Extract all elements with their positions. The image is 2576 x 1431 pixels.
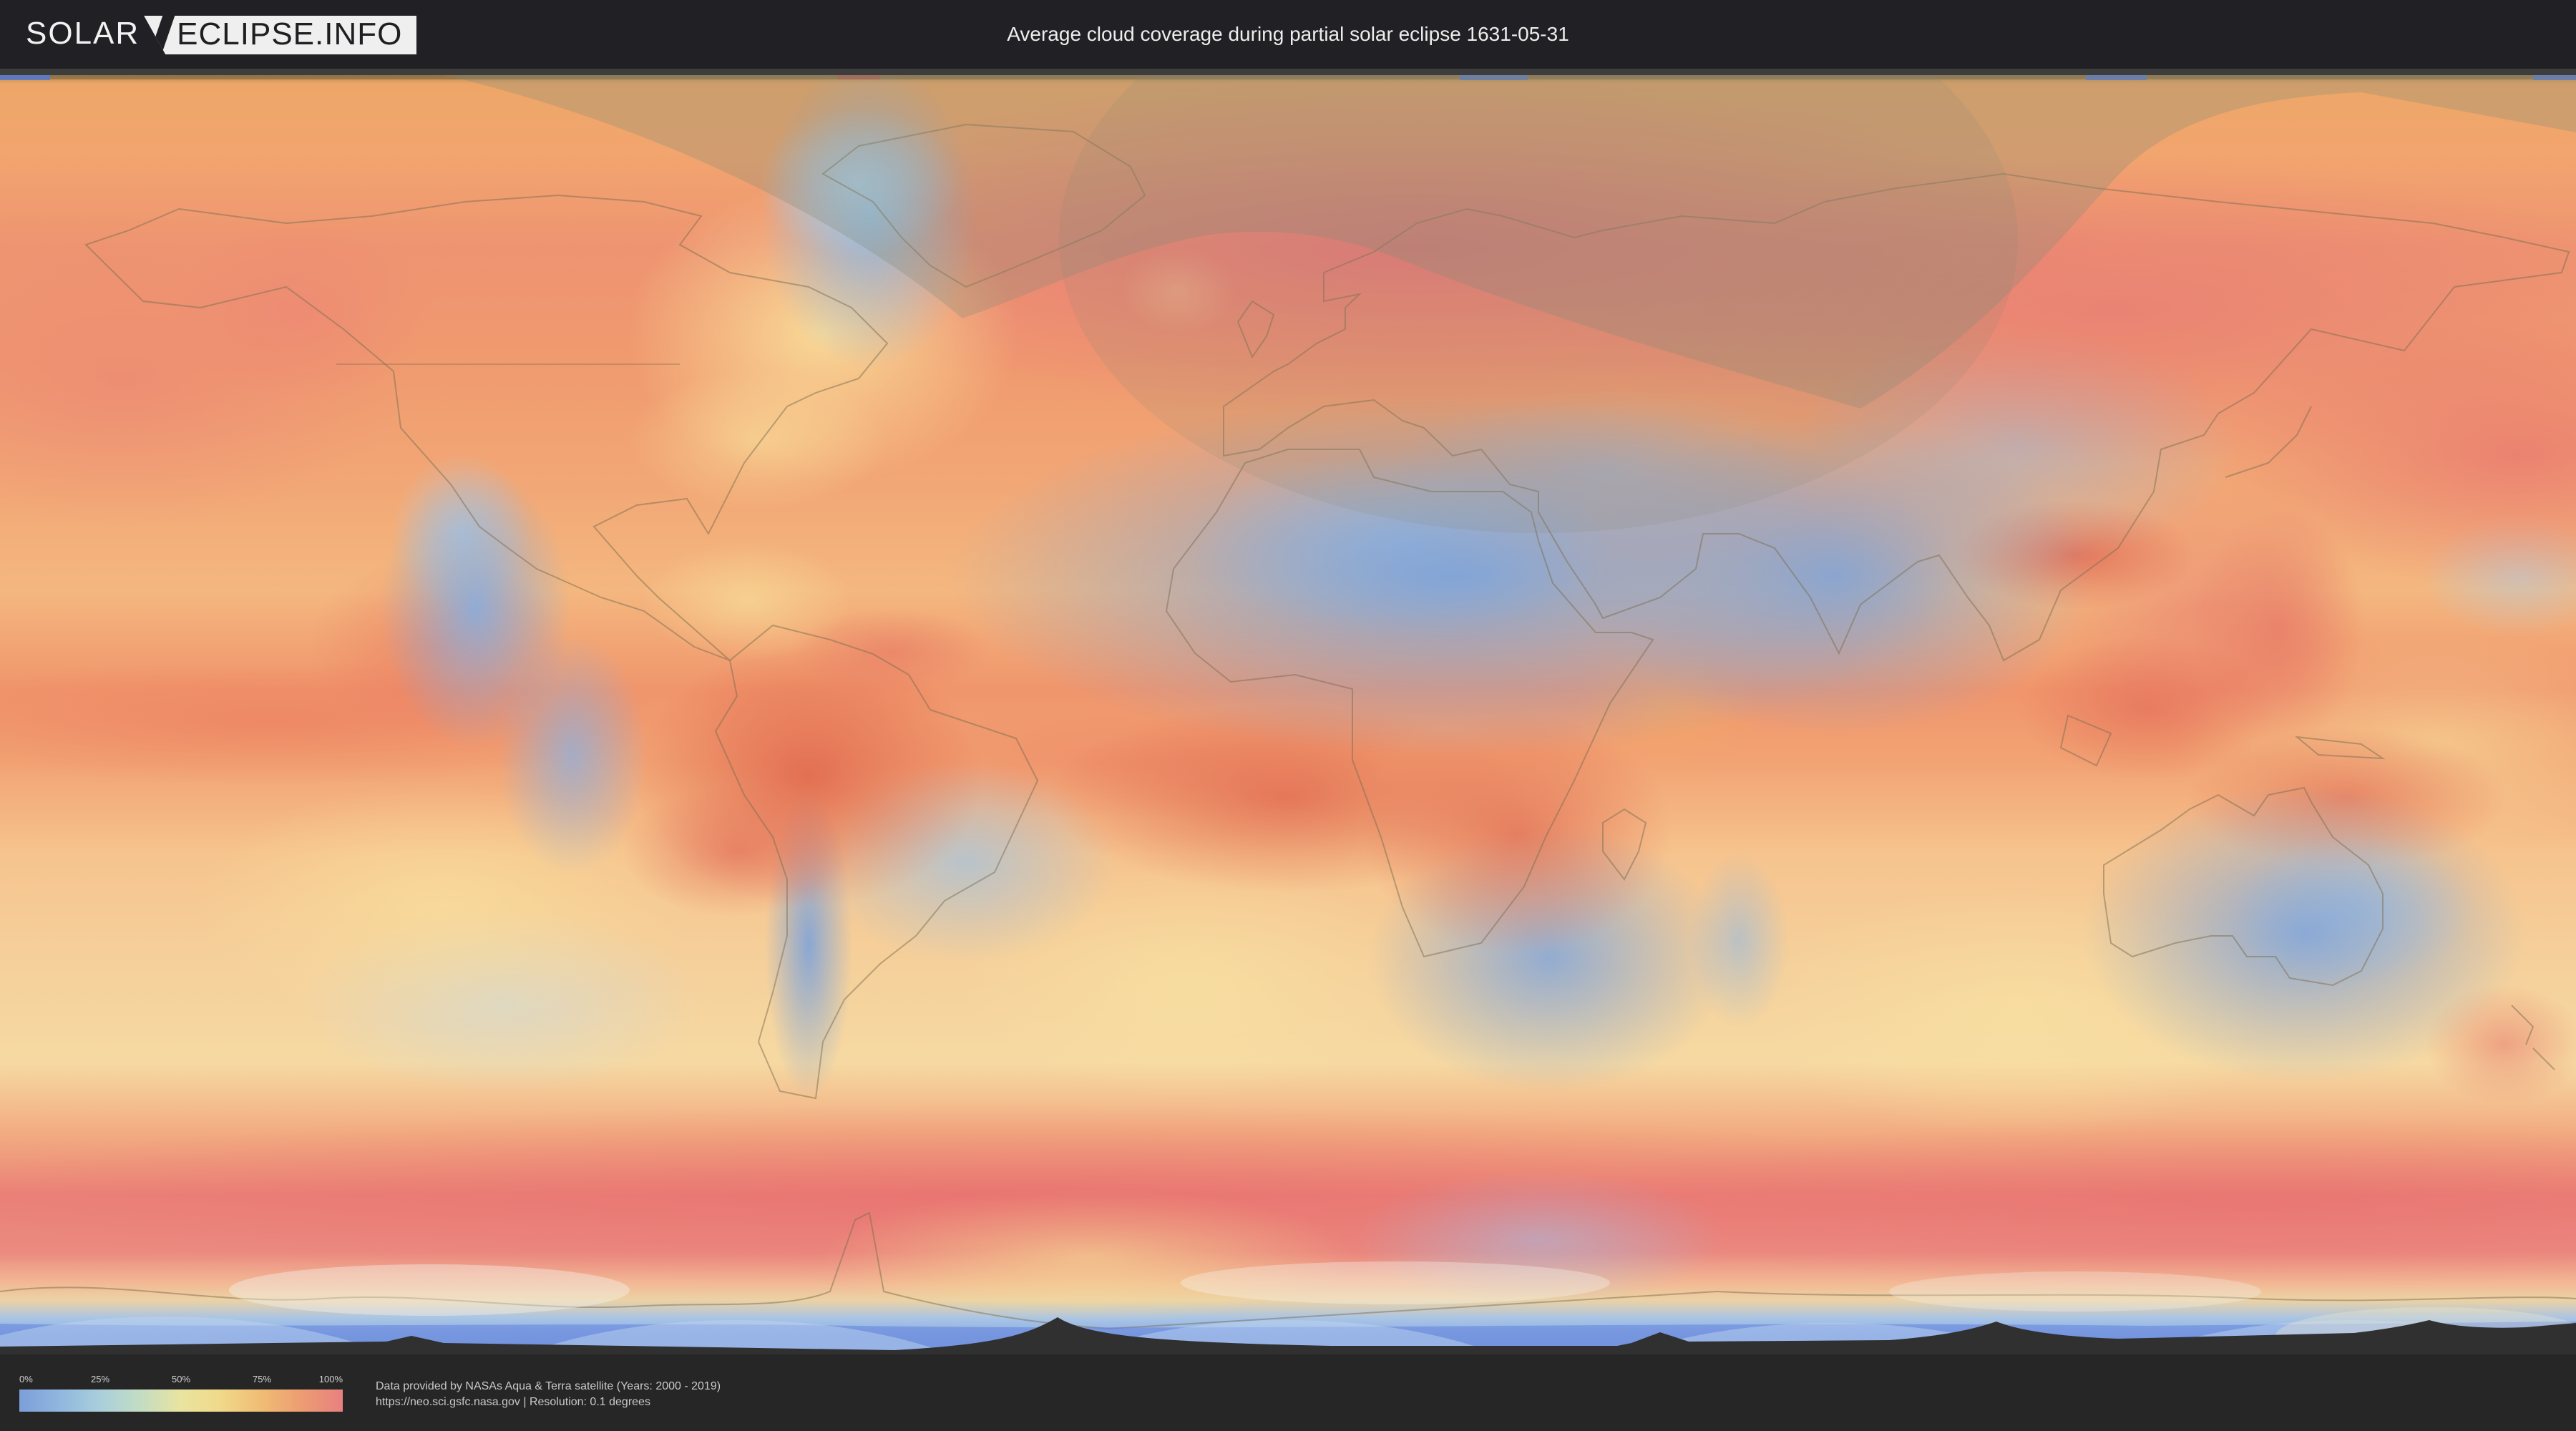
legend-tick-25: 25% [90,1374,110,1384]
legend-gradient-bar [19,1390,343,1412]
attribution-line-2: https://neo.sci.gsfc.nasa.gov | Resoluti… [376,1396,650,1408]
map-top-strip [0,75,2576,79]
coastline-eurasia [1223,172,2570,662]
coastline-greenland [821,123,1146,288]
cloud-coverage-legend: 0% 25% 50% 75% 100% [19,1374,343,1412]
coastline-north-america [84,194,889,661]
map-top-strip-red-segment [837,75,880,79]
map-overlay-svg [0,75,2576,1354]
header-bar: SOLAR ECLIPSE.INFO Average cloud coverag… [0,0,2576,69]
page-title: Average cloud coverage during partial so… [1007,23,1569,45]
footer-bar: 0% 25% 50% 75% 100% Data provided by NAS… [0,1354,2576,1431]
coastline-japan [2225,406,2312,478]
legend-tick-labels: 0% 25% 50% 75% 100% [19,1374,343,1388]
site-logo[interactable]: SOLAR ECLIPSE.INFO [26,16,417,54]
legend-tick-50: 50% [171,1374,191,1384]
coastline-new-zealand [2511,1005,2555,1070]
eclipse-shadow-region [444,75,2576,409]
legend-tick-75: 75% [252,1374,272,1384]
coastline-new-guinea [2294,736,2386,760]
logo-text-eclipse-info: ECLIPSE.INFO [144,16,417,54]
attribution-line-1: Data provided by NASAs Aqua & Terra sate… [376,1380,721,1392]
cloud-coverage-map [0,75,2576,1354]
logo-text-solar: SOLAR [26,16,140,51]
coastline-uk [1236,300,1275,359]
coastline-south-america [714,624,1039,1100]
legend-tick-0: 0% [19,1374,33,1384]
header-divider [0,69,2576,75]
coastline-africa [1165,449,1654,958]
antarctic-cloud-streaks [229,1261,2576,1354]
map-top-strip-blue-segments [0,75,2576,80]
eclipse-shadow-penumbra-lobe [1059,75,2018,533]
map-bottom-dark-edge [0,1317,2576,1354]
coastline-borneo [2059,714,2112,767]
coastline-australia [2103,786,2384,987]
data-attribution: Data provided by NASAs Aqua & Terra sate… [376,1379,721,1410]
coastline-madagascar [1602,808,1647,881]
legend-tick-100: 100% [318,1374,343,1384]
